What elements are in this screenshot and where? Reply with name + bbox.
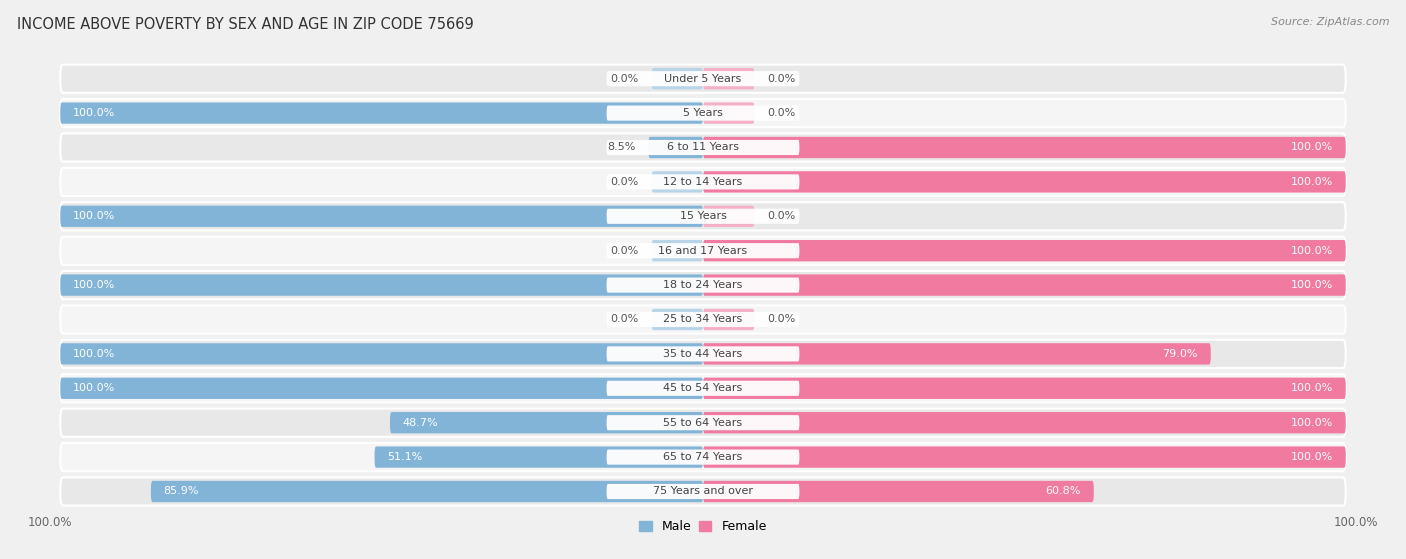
Text: 5 Years: 5 Years — [683, 108, 723, 118]
Text: 100.0%: 100.0% — [1291, 280, 1333, 290]
Text: 25 to 34 Years: 25 to 34 Years — [664, 315, 742, 324]
Text: 6 to 11 Years: 6 to 11 Years — [666, 143, 740, 153]
FancyBboxPatch shape — [60, 274, 703, 296]
Text: 0.0%: 0.0% — [610, 315, 638, 324]
Text: 85.9%: 85.9% — [163, 486, 200, 496]
Text: Under 5 Years: Under 5 Years — [665, 74, 741, 84]
FancyBboxPatch shape — [703, 137, 1346, 158]
FancyBboxPatch shape — [60, 374, 1346, 402]
Text: 65 to 74 Years: 65 to 74 Years — [664, 452, 742, 462]
FancyBboxPatch shape — [703, 481, 1094, 502]
Text: 100.0%: 100.0% — [73, 280, 115, 290]
FancyBboxPatch shape — [606, 140, 800, 155]
Text: 100.0%: 100.0% — [73, 349, 115, 359]
FancyBboxPatch shape — [606, 415, 800, 430]
Text: 100.0%: 100.0% — [1291, 177, 1333, 187]
Text: 45 to 54 Years: 45 to 54 Years — [664, 383, 742, 394]
Text: 18 to 24 Years: 18 to 24 Years — [664, 280, 742, 290]
Text: 51.1%: 51.1% — [388, 452, 423, 462]
FancyBboxPatch shape — [703, 378, 1346, 399]
Legend: Male, Female: Male, Female — [634, 515, 772, 538]
FancyBboxPatch shape — [606, 381, 800, 396]
FancyBboxPatch shape — [703, 68, 755, 89]
FancyBboxPatch shape — [703, 309, 755, 330]
Text: 100.0%: 100.0% — [1291, 246, 1333, 255]
FancyBboxPatch shape — [606, 243, 800, 258]
FancyBboxPatch shape — [60, 102, 703, 124]
Text: 0.0%: 0.0% — [610, 177, 638, 187]
FancyBboxPatch shape — [703, 171, 1346, 192]
Text: 100.0%: 100.0% — [73, 108, 115, 118]
FancyBboxPatch shape — [60, 378, 703, 399]
FancyBboxPatch shape — [606, 484, 800, 499]
FancyBboxPatch shape — [651, 309, 703, 330]
Text: 55 to 64 Years: 55 to 64 Years — [664, 418, 742, 428]
FancyBboxPatch shape — [60, 99, 1346, 127]
Text: 100.0%: 100.0% — [1291, 383, 1333, 394]
FancyBboxPatch shape — [606, 312, 800, 327]
Text: 0.0%: 0.0% — [768, 315, 796, 324]
Text: 35 to 44 Years: 35 to 44 Years — [664, 349, 742, 359]
Text: 100.0%: 100.0% — [1291, 452, 1333, 462]
FancyBboxPatch shape — [703, 102, 755, 124]
FancyBboxPatch shape — [60, 206, 703, 227]
FancyBboxPatch shape — [60, 271, 1346, 299]
Text: 100.0%: 100.0% — [1291, 143, 1333, 153]
FancyBboxPatch shape — [374, 447, 703, 468]
FancyBboxPatch shape — [606, 106, 800, 121]
Text: 100.0%: 100.0% — [1333, 517, 1378, 529]
Text: 100.0%: 100.0% — [1291, 418, 1333, 428]
Text: 0.0%: 0.0% — [768, 108, 796, 118]
FancyBboxPatch shape — [703, 206, 755, 227]
Text: INCOME ABOVE POVERTY BY SEX AND AGE IN ZIP CODE 75669: INCOME ABOVE POVERTY BY SEX AND AGE IN Z… — [17, 17, 474, 32]
FancyBboxPatch shape — [60, 168, 1346, 196]
FancyBboxPatch shape — [60, 236, 1346, 265]
FancyBboxPatch shape — [606, 347, 800, 362]
FancyBboxPatch shape — [651, 68, 703, 89]
FancyBboxPatch shape — [651, 240, 703, 262]
Text: 100.0%: 100.0% — [28, 517, 73, 529]
FancyBboxPatch shape — [60, 409, 1346, 437]
FancyBboxPatch shape — [651, 171, 703, 192]
FancyBboxPatch shape — [606, 209, 800, 224]
FancyBboxPatch shape — [606, 174, 800, 190]
FancyBboxPatch shape — [150, 481, 703, 502]
Text: 15 Years: 15 Years — [679, 211, 727, 221]
Text: 0.0%: 0.0% — [768, 74, 796, 84]
Text: 75 Years and over: 75 Years and over — [652, 486, 754, 496]
FancyBboxPatch shape — [606, 449, 800, 465]
Text: 12 to 14 Years: 12 to 14 Years — [664, 177, 742, 187]
FancyBboxPatch shape — [60, 343, 703, 364]
FancyBboxPatch shape — [60, 340, 1346, 368]
Text: 100.0%: 100.0% — [73, 383, 115, 394]
FancyBboxPatch shape — [648, 137, 703, 158]
Text: 16 and 17 Years: 16 and 17 Years — [658, 246, 748, 255]
FancyBboxPatch shape — [60, 202, 1346, 230]
FancyBboxPatch shape — [703, 343, 1211, 364]
Text: 0.0%: 0.0% — [610, 74, 638, 84]
Text: 8.5%: 8.5% — [607, 143, 636, 153]
Text: Source: ZipAtlas.com: Source: ZipAtlas.com — [1271, 17, 1389, 27]
FancyBboxPatch shape — [389, 412, 703, 433]
Text: 0.0%: 0.0% — [768, 211, 796, 221]
Text: 48.7%: 48.7% — [404, 418, 439, 428]
FancyBboxPatch shape — [60, 65, 1346, 93]
FancyBboxPatch shape — [606, 71, 800, 86]
Text: 79.0%: 79.0% — [1163, 349, 1198, 359]
Text: 100.0%: 100.0% — [73, 211, 115, 221]
Text: 60.8%: 60.8% — [1046, 486, 1081, 496]
FancyBboxPatch shape — [60, 134, 1346, 162]
FancyBboxPatch shape — [703, 412, 1346, 433]
FancyBboxPatch shape — [60, 305, 1346, 334]
FancyBboxPatch shape — [606, 277, 800, 293]
FancyBboxPatch shape — [703, 274, 1346, 296]
FancyBboxPatch shape — [60, 443, 1346, 471]
FancyBboxPatch shape — [703, 240, 1346, 262]
FancyBboxPatch shape — [60, 477, 1346, 505]
FancyBboxPatch shape — [703, 447, 1346, 468]
Text: 0.0%: 0.0% — [610, 246, 638, 255]
